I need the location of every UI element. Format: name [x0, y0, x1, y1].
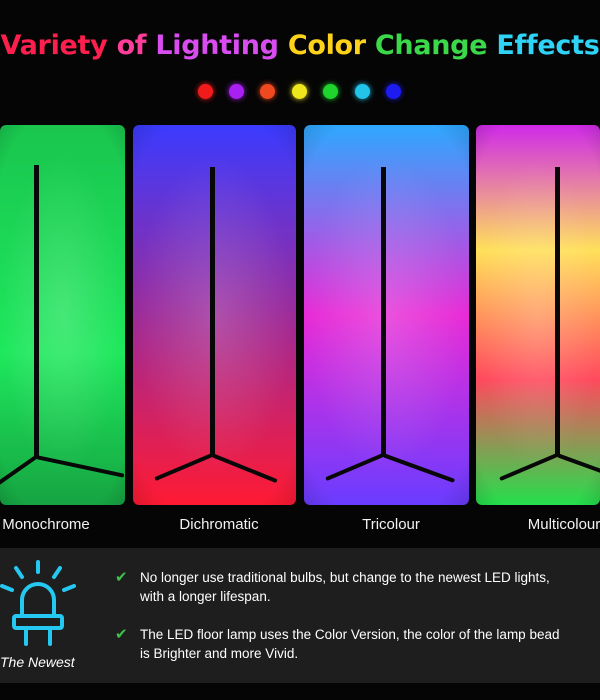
- lamp-leg: [154, 453, 213, 482]
- feature-item: ✔ No longer use traditional bulbs, but c…: [115, 568, 600, 606]
- lamp-photo-dichromatic: [133, 125, 296, 505]
- title-word: Effects: [496, 30, 600, 61]
- feature-text-line: No longer use traditional bulbs, but cha…: [140, 570, 550, 585]
- lamp-pole: [34, 165, 39, 457]
- color-dot-purple: [229, 84, 244, 99]
- color-dots: [198, 84, 408, 100]
- color-dot-blue: [386, 84, 401, 99]
- lamp-photo-monochrome: [0, 125, 125, 505]
- color-dot-green: [323, 84, 338, 99]
- page-title: Variety of Lighting Color Change Effects: [0, 30, 600, 61]
- title-word: of: [116, 30, 147, 61]
- title-word: Lighting: [155, 30, 279, 61]
- lamp-leg: [382, 453, 456, 483]
- lamp-leg: [499, 453, 558, 482]
- lamp-pole: [555, 167, 560, 455]
- lamp-leg: [0, 455, 38, 488]
- lamp-label: Multicolour: [527, 516, 600, 533]
- led-bulb-icon: [0, 560, 76, 646]
- lamp-label: Monochrome: [2, 516, 90, 533]
- lamp-leg: [35, 455, 125, 478]
- lamp-label: Dichromatic: [179, 516, 259, 533]
- color-dot-red: [198, 84, 213, 99]
- feature-text-line: The LED floor lamp uses the Color Versio…: [140, 627, 560, 642]
- color-dot-cyan: [355, 84, 370, 99]
- lamp-leg: [556, 453, 600, 474]
- title-word: Color: [287, 30, 366, 61]
- features-panel: [0, 548, 600, 683]
- color-dot-yellow: [292, 84, 307, 99]
- color-dot-orange: [260, 84, 275, 99]
- lamp-label: Tricolour: [362, 516, 420, 533]
- title-word: Variety: [0, 30, 108, 61]
- lamp-pole: [381, 167, 386, 455]
- lamp-photo-multicolour: [476, 125, 600, 505]
- title-word: Change: [374, 30, 488, 61]
- lamp-photo-tricolour: [304, 125, 469, 505]
- feature-text-line: is Brighter and more Vivid.: [140, 646, 299, 661]
- check-icon: ✔: [115, 626, 128, 643]
- feature-text-line: with a longer lifespan.: [140, 589, 271, 604]
- feature-item: ✔ The LED floor lamp uses the Color Vers…: [115, 625, 600, 663]
- badge-label: The Newest: [0, 654, 75, 670]
- check-icon: ✔: [115, 569, 128, 586]
- lamp-leg: [325, 453, 384, 482]
- lamp-pole: [210, 167, 215, 455]
- lamp-leg: [211, 453, 278, 484]
